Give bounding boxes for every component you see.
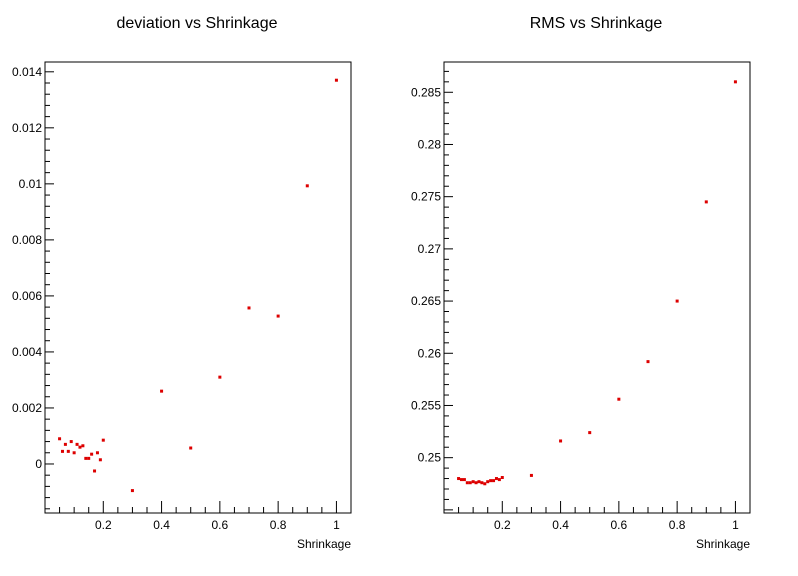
chart-title: RMS vs Shrinkage	[530, 15, 663, 32]
data-point	[130, 489, 134, 493]
panel-deviation: deviation vs Shrinkage 0.2 0.4 0.6 0.8 1 0 0.0…	[12, 15, 352, 551]
data-point	[305, 184, 309, 188]
data-point	[72, 451, 76, 455]
y-tick-label: 0.014	[12, 65, 42, 79]
y-tick-label: 0.26	[418, 346, 442, 360]
data-point	[471, 480, 475, 484]
points-layer	[58, 78, 338, 493]
data-point	[218, 375, 222, 379]
data-point	[66, 449, 70, 453]
data-point	[733, 80, 737, 84]
x-tick-label: 1	[732, 518, 739, 532]
data-point	[483, 482, 487, 486]
data-point	[529, 473, 533, 477]
y-tick-label: 0.012	[12, 121, 42, 135]
y-tick-label: 0.27	[418, 242, 442, 256]
y-tick-label: 0.008	[12, 233, 42, 247]
data-point	[334, 78, 338, 82]
x-tick-label: 0.6	[611, 518, 628, 532]
data-point	[477, 480, 481, 484]
data-point	[457, 477, 461, 481]
chart-title: deviation vs Shrinkage	[117, 15, 278, 32]
y-tick-label: 0.28	[418, 137, 442, 151]
data-point	[63, 442, 67, 446]
y-tick-label: 0.265	[411, 294, 441, 308]
data-point	[189, 446, 193, 450]
data-point	[675, 299, 679, 303]
x-tick-label: 0.8	[669, 518, 686, 532]
x-tick-label: 0.4	[153, 518, 170, 532]
tick-layer: 0.2 0.4 0.6 0.8 1 0.25 0.255 0.26 0.265 0.27 0.275…	[411, 70, 751, 532]
data-point	[494, 477, 498, 481]
panel-rms: RMS vs Shrinkage 0.2 0.4 0.6 0.8 10.250.2550…	[411, 15, 751, 551]
x-axis-title: Shrinkage	[696, 537, 750, 551]
data-point	[93, 469, 97, 473]
x-tick-label: 0.8	[270, 518, 287, 532]
y-tick-label: 0.006	[12, 289, 42, 303]
data-point	[101, 438, 105, 442]
data-point	[247, 306, 251, 310]
x-tick-label: 1	[333, 518, 340, 532]
y-tick-label: 0.25	[418, 451, 442, 465]
x-tick-label: 0.4	[552, 518, 569, 532]
x-tick-label: 0.2	[494, 518, 511, 532]
y-tick-label: 0	[35, 457, 42, 471]
data-point	[160, 389, 164, 393]
data-point	[81, 444, 85, 448]
data-point	[465, 481, 469, 485]
data-point	[78, 445, 82, 449]
data-point	[559, 439, 563, 443]
y-tick-label: 0.002	[12, 401, 42, 415]
y-tick-label: 0.275	[411, 190, 441, 204]
data-point	[84, 456, 88, 460]
data-point	[486, 480, 490, 484]
data-point	[60, 449, 64, 453]
data-point	[95, 451, 99, 455]
x-tick-label: 0.2	[95, 518, 112, 532]
x-tick-label: 0.6	[212, 518, 229, 532]
data-point	[500, 476, 504, 480]
data-point	[474, 481, 478, 485]
y-tick-label: 0.004	[12, 345, 42, 359]
data-point	[87, 456, 91, 460]
x-axis-title: Shrinkage	[297, 537, 351, 551]
data-point	[497, 478, 501, 482]
data-point	[492, 479, 496, 483]
plot-frame	[443, 61, 751, 514]
data-point	[90, 452, 94, 456]
data-point	[276, 314, 280, 318]
data-point	[58, 437, 62, 441]
y-tick-label: 0.285	[411, 85, 441, 99]
plot-frame	[44, 61, 352, 514]
data-point	[468, 481, 472, 485]
data-point	[646, 360, 650, 364]
data-point	[480, 481, 484, 485]
data-point	[75, 442, 79, 446]
y-tick-label: 0.01	[19, 177, 43, 191]
data-point	[704, 200, 708, 204]
data-point	[98, 458, 102, 462]
y-tick-label: 0.255	[411, 398, 441, 412]
data-point	[489, 479, 493, 483]
data-point	[459, 478, 463, 482]
data-point	[462, 478, 466, 482]
data-point	[588, 431, 592, 435]
data-point	[617, 397, 621, 401]
points-layer	[457, 80, 737, 486]
data-point	[69, 440, 73, 444]
